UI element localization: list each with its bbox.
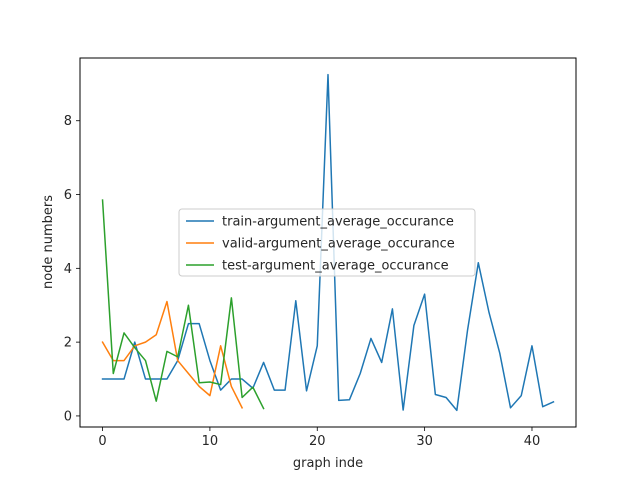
y-tick-label: 6: [64, 188, 72, 203]
legend-label-3: test-argument_average_occurance: [222, 259, 449, 274]
plot-frame: [79, 57, 577, 428]
x-axis-label: graph inde: [293, 456, 363, 471]
series-layer: [101, 73, 555, 412]
legend-box: [178, 208, 476, 277]
y-axis-label: node numbers: [41, 195, 56, 289]
y-tick-label: 4: [64, 262, 72, 277]
series-line-3: [101, 199, 265, 410]
x-axis-ticks: 0 10 20 30 40: [98, 427, 540, 449]
x-tick-label: 10: [202, 434, 219, 449]
y-tick-label: 2: [64, 336, 72, 351]
x-tick-label: 20: [309, 434, 326, 449]
series-line-2: [101, 300, 244, 409]
y-axis-ticks: 0 2 4 6 8: [64, 114, 80, 424]
x-tick-label: 30: [416, 434, 433, 449]
legend: train-argument_average_occurance valid-ar…: [178, 208, 476, 277]
legend-label-2: valid-argument_average_occurance: [222, 237, 455, 252]
x-tick-label: 40: [524, 434, 541, 449]
legend-label-1: train-argument_average_occurance: [222, 215, 454, 230]
y-tick-label: 8: [64, 114, 72, 129]
y-tick-label: 0: [64, 409, 72, 424]
x-tick-label: 0: [98, 434, 106, 449]
